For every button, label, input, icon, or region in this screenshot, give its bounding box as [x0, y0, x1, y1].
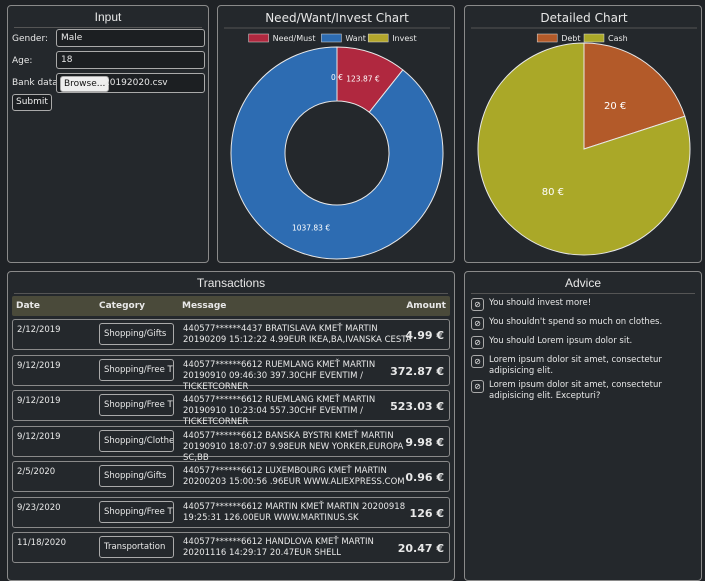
transaction-row: 9/12/2019 Shopping/Free Time 440577******6… [12, 354, 450, 392]
amount: 523.03 € [390, 400, 444, 413]
label: Age: [12, 56, 33, 66]
icon: ⊘ [471, 355, 484, 368]
age-input[interactable]: 18 [56, 51, 205, 69]
icon: ⊘ [471, 380, 484, 393]
chart-title: Need/Want/Invest Chart [265, 11, 409, 25]
amount: 4.99 € [405, 329, 444, 342]
date: 9/12/2019 [17, 396, 61, 406]
date: 9/23/2020 [17, 502, 61, 513]
date: 11/18/2020 [17, 538, 66, 548]
date: 9/12/2019 [17, 360, 61, 371]
category-select[interactable]: Transportation [99, 536, 174, 558]
category-select[interactable]: Shopping/Gifts [99, 323, 174, 345]
message: 440577******4437 BRATISLAVA KMEŤ MARTIN … [183, 324, 412, 345]
slice [230, 46, 444, 260]
label: Bank data: [12, 78, 61, 88]
chart-title: Detailed Chart [540, 11, 627, 25]
transaction-row: 9/12/2019 Shopping/Free Time 440577******6… [12, 390, 450, 427]
data-label: 1037.83 € [292, 224, 330, 233]
legend-label: Want [345, 34, 366, 43]
icon: ⊘ [471, 298, 484, 311]
advice-item: ⊘ Lorem ipsum dolor sit amet, consectetur… [469, 355, 695, 377]
message: 440577******6612 MARTIN KMEŤ MARTIN 2020… [183, 501, 406, 523]
legend-swatch [248, 33, 269, 43]
advice-item: ⊘ Lorem ipsum dolor sit amet, consectetur… [469, 380, 695, 402]
message: 440577******6612 RUEMLANG KMEŤ MARTIN 20… [183, 395, 376, 427]
legend-label: Invest [392, 34, 416, 43]
advice-text: You should invest more! [489, 298, 592, 308]
transactions-panel: Transactions Date Category Message Amoun… [7, 271, 455, 581]
legend-label: Debt [561, 34, 580, 43]
slice [583, 42, 686, 150]
category-select[interactable]: Shopping/Free Time [99, 358, 174, 381]
gender-select[interactable]: Male [56, 29, 205, 47]
column-header: Category [99, 301, 146, 311]
category-select[interactable]: Shopping/Free Time [99, 500, 174, 523]
date: 9/12/2019 [17, 431, 61, 442]
column-header: Amount [406, 301, 446, 311]
date: 2/12/2019 [17, 325, 61, 335]
legend-swatch [321, 33, 342, 43]
data-label: 20 € [604, 101, 626, 112]
table-header: Date Category Message Amount [12, 296, 450, 316]
icon: ⊘ [471, 317, 484, 330]
legend-swatch [367, 33, 389, 43]
message: 440577******6612 BANSKA BYSTRI KMEŤ MART… [183, 430, 404, 463]
advice-panel: Advice ⊘ You should invest more! ⊘ You shou… [464, 271, 702, 581]
advice-text: Lorem ipsum dolor sit amet, consectetur … [489, 380, 662, 401]
transaction-row: 9/12/2019 Shopping/Clothes 440577******661… [12, 425, 450, 463]
amount: 372.87 € [390, 364, 444, 378]
data-label: 123.87 € [346, 74, 380, 83]
date: 2/5/2020 [17, 467, 56, 477]
message: 440577******6612 HANDLOVA KMEŤ MARTIN 20… [183, 537, 374, 558]
column-header: Message [182, 301, 227, 311]
input-panel: Input Gender: Male Age: 18 Bank data: Br… [7, 5, 209, 263]
amount: 20.47 € [397, 542, 444, 555]
slice [477, 42, 691, 256]
transaction-row: 9/23/2020 Shopping/Free Time 440577******6… [12, 496, 450, 528]
legend-swatch [583, 33, 605, 43]
message: 440577******6612 LUXEMBOURG KMEŤ MARTIN … [183, 466, 405, 487]
panel-title: Input [14, 6, 202, 28]
column-header: Date [16, 301, 40, 311]
data-label: 0 € [331, 73, 343, 82]
label: Gender: [12, 34, 49, 44]
legend-label: Cash [608, 34, 628, 43]
advice-item: ⊘ You shouldn't spend so much on clothes. [469, 317, 695, 330]
transaction-row: 11/18/2020 Transportation 440577******6612… [12, 532, 450, 563]
legend-swatch [536, 33, 558, 43]
legend-label: Need/Must [273, 34, 316, 43]
category-select[interactable]: Shopping/Gifts [99, 465, 174, 487]
browse-button[interactable]: Browse... [60, 76, 110, 92]
transaction-row: 2/12/2019 Shopping/Gifts 440577******4437 … [12, 319, 450, 350]
advice-text: You should Lorem ipsum dolor sit. [489, 336, 633, 346]
amount: 126 € [409, 506, 444, 520]
panel-title: Transactions [14, 272, 448, 294]
advice-text: You shouldn't spend so much on clothes. [489, 317, 663, 327]
message: 440577******6612 RUEMLANG KMEŤ MARTIN 20… [183, 359, 376, 392]
chart-panel: Need/Want/Invest Chart Need/Must Want Inves… [217, 5, 455, 263]
amount: 9.98 € [405, 435, 444, 449]
advice-text: Lorem ipsum dolor sit amet, consectetur … [489, 355, 662, 376]
file-name: 20192020.csv [104, 78, 168, 88]
submit-button[interactable]: Submit [12, 94, 52, 111]
advice-item: ⊘ You should invest more! [469, 298, 695, 311]
amount: 0.96 € [405, 471, 444, 484]
panel-title: Advice [471, 272, 695, 294]
category-select[interactable]: Shopping/Clothes [99, 429, 174, 452]
transaction-row: 2/5/2020 Shopping/Gifts 440577******6612 L… [12, 461, 450, 492]
data-label: 80 € [542, 187, 564, 198]
chart-panel: Detailed Chart Debt Cash 20 € 80 € [464, 5, 702, 263]
icon: ⊘ [471, 336, 484, 349]
advice-item: ⊘ You should Lorem ipsum dolor sit. [469, 336, 695, 349]
category-select[interactable]: Shopping/Free Time [99, 394, 174, 416]
